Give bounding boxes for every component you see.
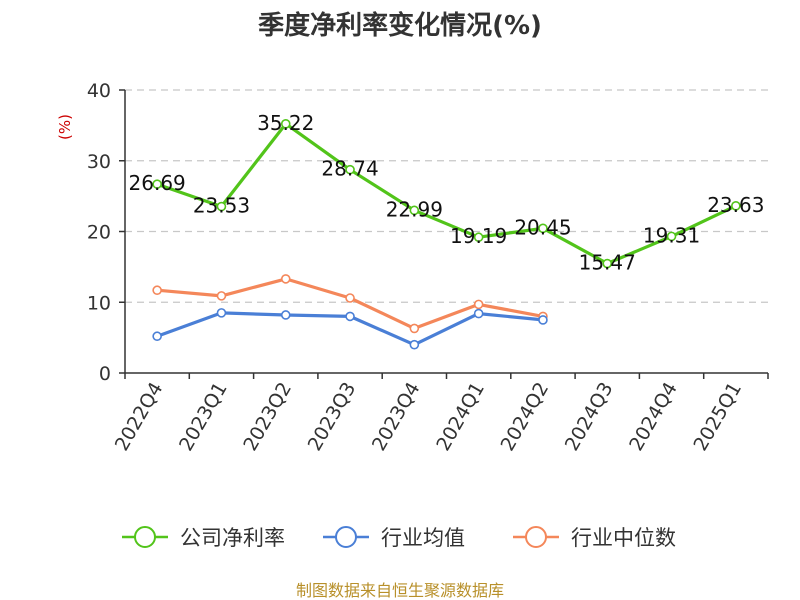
legend-label: 行业中位数 bbox=[571, 526, 676, 550]
data-point bbox=[216, 201, 227, 212]
data-point bbox=[152, 331, 162, 342]
data-point bbox=[731, 201, 741, 211]
data-point bbox=[152, 179, 162, 189]
data-label: 20.45 bbox=[514, 215, 571, 239]
y-tick-label: 40 bbox=[87, 80, 111, 102]
legend-swatch-marker bbox=[134, 526, 156, 548]
data-point bbox=[280, 274, 291, 284]
legend-label: 公司净利率 bbox=[180, 526, 285, 550]
data-point bbox=[473, 299, 484, 310]
x-tick-label: 2023Q4 bbox=[368, 379, 425, 455]
data-point bbox=[345, 164, 355, 175]
data-label: 26.69 bbox=[129, 171, 186, 195]
x-tick-label: 2022Q4 bbox=[111, 379, 168, 455]
y-tick-label: 20 bbox=[87, 222, 111, 244]
x-tick-label: 2023Q1 bbox=[175, 379, 232, 455]
data-point bbox=[538, 315, 548, 325]
data-point bbox=[473, 232, 484, 243]
legend-label: 行业均值 bbox=[381, 526, 465, 550]
data-label: 35.22 bbox=[257, 111, 314, 135]
x-tick-label: 2023Q2 bbox=[239, 379, 296, 455]
data-point bbox=[409, 339, 420, 350]
series-line bbox=[156, 122, 737, 266]
data-point bbox=[280, 119, 291, 129]
y-tick-label: 10 bbox=[87, 292, 111, 314]
data-point bbox=[409, 323, 420, 334]
y-tick-label: 30 bbox=[87, 151, 111, 173]
data-label: 23.63 bbox=[707, 193, 764, 217]
data-point bbox=[216, 308, 227, 318]
legend: 公司净利率 行业均值 行业中位数 bbox=[122, 526, 676, 550]
y-axis-label: (%) bbox=[56, 114, 74, 140]
data-point bbox=[538, 223, 548, 234]
data-label: 23.53 bbox=[193, 194, 250, 218]
data-point bbox=[409, 205, 420, 216]
x-tick-label: 2024Q1 bbox=[432, 379, 489, 455]
data-point bbox=[280, 310, 291, 320]
data-point bbox=[216, 291, 227, 301]
x-tick-label: 2025Q1 bbox=[689, 379, 746, 455]
data-source-note: 制图数据来自恒生聚源数据库 bbox=[296, 581, 504, 600]
y-tick-label: 0 bbox=[99, 363, 111, 385]
data-point bbox=[152, 285, 162, 296]
data-label: 15.47 bbox=[579, 251, 636, 275]
data-point bbox=[473, 308, 484, 319]
data-point bbox=[666, 231, 677, 242]
x-tick-label: 2023Q3 bbox=[304, 379, 361, 455]
data-point bbox=[345, 293, 355, 303]
legend-swatch-marker bbox=[335, 526, 357, 548]
data-label: 22.99 bbox=[386, 197, 443, 221]
data-label: 28.74 bbox=[321, 157, 378, 181]
data-point bbox=[602, 258, 613, 269]
x-tick-label: 2024Q2 bbox=[497, 379, 554, 455]
data-label: 19.31 bbox=[643, 223, 700, 247]
x-tick-label: 2024Q3 bbox=[561, 379, 618, 455]
data-point bbox=[345, 311, 355, 322]
data-label: 19.19 bbox=[450, 224, 507, 248]
x-tick-label: 2024Q4 bbox=[625, 379, 682, 455]
chart-title: 季度净利率变化情况(%) bbox=[258, 10, 542, 41]
legend-swatch-marker bbox=[525, 526, 547, 548]
